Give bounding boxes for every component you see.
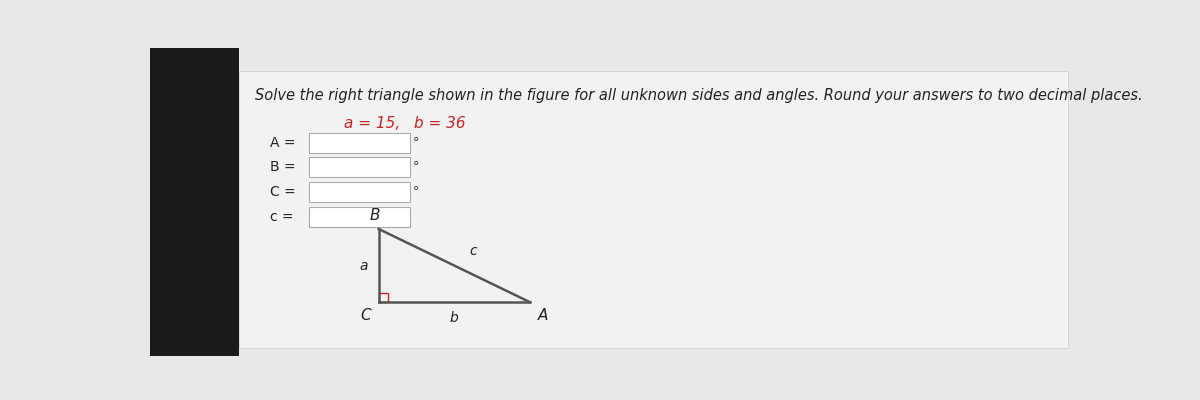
- Text: C =: C =: [270, 185, 296, 199]
- Text: a = 15,: a = 15,: [343, 116, 400, 131]
- Bar: [308, 157, 409, 177]
- Bar: [239, 71, 1068, 348]
- Bar: [308, 133, 409, 153]
- Text: °: °: [413, 136, 419, 149]
- Text: A =: A =: [270, 136, 295, 150]
- Text: A: A: [538, 308, 548, 323]
- Text: Solve the right triangle shown in the figure for all unknown sides and angles. R: Solve the right triangle shown in the fi…: [254, 88, 1142, 103]
- Text: °: °: [413, 160, 419, 174]
- Bar: [308, 182, 409, 202]
- Bar: [308, 207, 409, 227]
- Text: c: c: [469, 244, 478, 258]
- Text: B =: B =: [270, 160, 295, 174]
- Text: a: a: [359, 258, 367, 272]
- Bar: [379, 293, 388, 302]
- Bar: [150, 48, 239, 356]
- Text: °: °: [413, 185, 419, 198]
- Text: B: B: [370, 208, 380, 223]
- Text: c =: c =: [270, 210, 294, 224]
- Text: b = 36: b = 36: [414, 116, 466, 131]
- Text: C: C: [360, 308, 371, 323]
- Text: b: b: [450, 311, 458, 325]
